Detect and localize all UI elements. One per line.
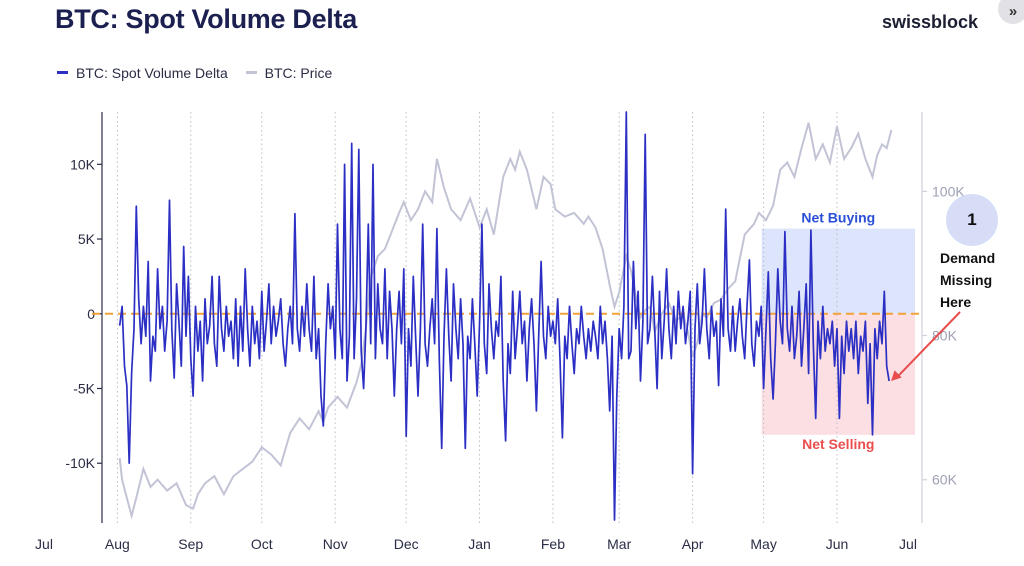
chart-legend: BTC: Spot Volume Delta BTC: Price [57,61,346,81]
x-tick-label: Jul [35,536,53,552]
series-delta-line [118,111,890,521]
legend-item-delta[interactable]: BTC: Spot Volume Delta [57,65,228,81]
legend-swatch-delta [57,71,68,74]
x-tick-label: May [750,536,776,552]
annotation-arrow-head [891,370,902,382]
net-buying-label: Net Buying [801,210,875,226]
y-right-tick-label: 80K [932,328,958,344]
x-tick-label: Jun [826,536,849,552]
brand-logo: swissblock [882,12,979,32]
demand-missing-note: Demand Missing Here [940,247,1024,313]
x-tick-label: Mar [607,536,631,552]
note-line-1: Demand [940,250,996,266]
y-left-tick-label: -5K [73,380,95,396]
legend-label-delta: BTC: Spot Volume Delta [76,64,228,81]
note-line-3: Here [940,294,972,310]
x-tick-label: Jul [899,536,917,552]
y-left-tick-label: -10K [65,455,95,471]
x-tick-label: Feb [541,536,565,552]
y-left-tick-label: 5K [78,231,96,247]
x-tick-label: Dec [394,536,419,552]
y-right-tick-label: 100K [932,183,965,199]
legend-swatch-price [245,71,257,74]
y-left-tick-label: 10K [70,156,96,172]
x-tick-label: Nov [323,536,348,552]
y-left-tick-label: 0 [87,306,95,322]
double-chevron-right-icon[interactable]: » [998,0,1024,24]
annotation-arrow [898,311,961,376]
x-tick-label: Sep [178,536,203,552]
y-right-tick-label: 60K [932,472,958,488]
x-tick-label: Apr [682,536,704,552]
net-selling-label: Net Selling [802,436,874,452]
annotation-badge: 1 [946,194,998,246]
x-tick-label: Aug [105,536,130,552]
note-line-2: Missing [940,272,993,288]
series-price-line [118,122,893,520]
legend-item-price[interactable]: BTC: Price [245,64,333,81]
x-tick-label: Oct [251,536,273,552]
page-title: BTC: Spot Volume Delta [55,4,357,34]
legend-label-price: BTC: Price [264,64,333,81]
x-tick-label: Jan [468,536,491,552]
